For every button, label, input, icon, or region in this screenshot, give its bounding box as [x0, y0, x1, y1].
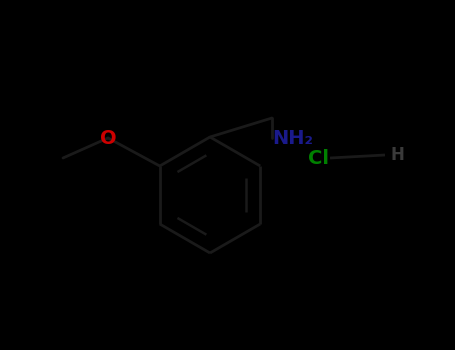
Text: H: H: [390, 146, 404, 164]
Text: O: O: [100, 128, 116, 147]
Text: Cl: Cl: [308, 148, 329, 168]
Text: NH₂: NH₂: [272, 128, 313, 147]
